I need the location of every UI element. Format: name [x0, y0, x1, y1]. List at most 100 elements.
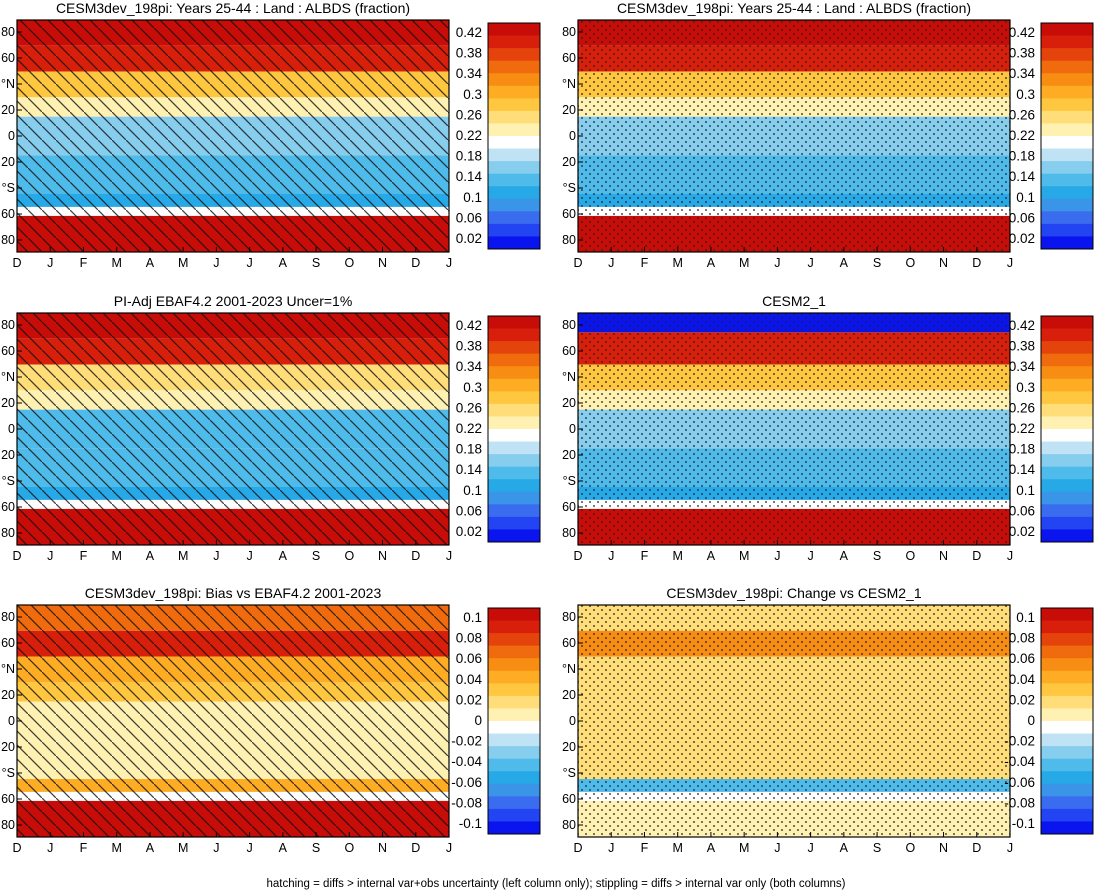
colorbar-swatch: [1041, 516, 1093, 530]
colorbar-tick-label: 0.38: [456, 46, 482, 61]
colorbar-tick-label: 0.38: [1009, 46, 1035, 61]
x-tick-label: A: [840, 549, 849, 563]
colorbar-swatch: [1041, 821, 1093, 835]
colorbar-tick-label: 0.3: [463, 380, 482, 395]
x-tick-label: M: [672, 256, 682, 270]
x-tick-label: J: [1007, 549, 1013, 563]
x-tick-label: A: [279, 549, 288, 563]
y-tick-label: 80: [562, 318, 576, 332]
colorbar-swatch: [1041, 796, 1093, 810]
colorbar-swatch: [1041, 211, 1093, 225]
colorbar-tick-label: 0.38: [1009, 339, 1035, 354]
colorbar-swatch: [488, 658, 540, 672]
colorbar-swatch: [1041, 403, 1093, 417]
colorbar-tick-label: 0.04: [456, 672, 483, 687]
colorbar-tick-label: 0.14: [1009, 169, 1036, 184]
colorbar-tick-label: 0.38: [456, 339, 482, 354]
x-tick-label: J: [213, 841, 219, 855]
y-tick-label: 20: [562, 688, 576, 702]
colorbar-tick-label: 0.1: [463, 483, 482, 498]
y-tick-label: 20: [562, 155, 576, 169]
y-tick-label: 80: [562, 818, 576, 832]
hatching-overlay: [17, 20, 449, 252]
colorbar-swatch: [488, 123, 540, 137]
x-tick-label: J: [446, 841, 452, 855]
colorbar: 0.42 0.38 0.34 0.3 0.26 0.22 0.18 0.14 0.1 0.06 0.…: [1009, 315, 1094, 543]
y-tick-label: 80: [562, 25, 576, 39]
y-tick-label: 60: [1, 51, 15, 65]
colorbar-swatch: [488, 758, 540, 772]
colorbar-swatch: [1041, 416, 1093, 430]
x-tick-label: M: [739, 549, 749, 563]
colorbar-swatch: [488, 708, 540, 722]
x-tick-label: J: [807, 841, 813, 855]
colorbar-tick-label: 0.42: [1009, 318, 1035, 333]
colorbar-swatch: [488, 98, 540, 112]
colorbar-swatch: [488, 186, 540, 200]
colorbar-swatch: [1041, 721, 1093, 735]
colorbar-tick-label: -0.02: [451, 734, 482, 749]
x-tick-label: F: [80, 256, 88, 270]
x-tick-label: J: [1007, 256, 1013, 270]
stippling-overlay: [578, 20, 1010, 252]
colorbar-swatch: [488, 23, 540, 37]
x-tick-label: O: [344, 256, 354, 270]
colorbar-tick-label: 0: [474, 713, 482, 728]
y-tick-label: 80: [1, 526, 15, 540]
colorbar: 0.1 0.08 0.06 0.04 0.02 0 -0.02 -0.04 -0.06 -0.08…: [451, 607, 541, 835]
colorbar-tick-label: 0.18: [1009, 149, 1035, 164]
colorbar-swatch: [1041, 98, 1093, 112]
colorbar-frame: [487, 315, 541, 543]
colorbar-tick-label: 0.18: [456, 442, 482, 457]
colorbar-swatch: [1041, 136, 1093, 150]
y-tick-label: 20: [562, 740, 576, 754]
x-tick-label: M: [739, 256, 749, 270]
x-tick-label: D: [411, 549, 420, 563]
colorbar-swatch: [488, 733, 540, 747]
colorbar-swatch: [1041, 429, 1093, 443]
colorbar-tick-label: 0.06: [1009, 210, 1035, 225]
colorbar-swatch: [1041, 746, 1093, 760]
colorbar-swatch: [488, 85, 540, 99]
colorbar-swatch: [1041, 316, 1093, 330]
colorbar-swatch: [488, 633, 540, 647]
colorbar-swatch: [488, 808, 540, 822]
colorbar-swatch: [1041, 608, 1093, 622]
x-tick-label: S: [873, 256, 881, 270]
colorbar-tick-label: 0.02: [456, 692, 482, 707]
colorbar-swatch: [488, 341, 540, 355]
colorbar-tick-label: -0.06: [1004, 775, 1035, 790]
y-tick-label: 0: [569, 422, 576, 436]
y-tick-label: °S: [563, 181, 576, 195]
y-tick-label: °S: [2, 181, 15, 195]
colorbar-tick-label: 0.1: [1016, 483, 1035, 498]
panel-bottom-left: CESM3dev_198pi: Bias vs EBAF4.2 2001-202…: [1, 585, 541, 855]
colorbar-swatch: [488, 783, 540, 797]
y-tick-label: 20: [1, 448, 15, 462]
colorbar-swatch: [1041, 173, 1093, 187]
colorbar-swatch: [1041, 491, 1093, 505]
colorbar-tick-label: 0.02: [1009, 524, 1035, 539]
colorbar-swatch: [1041, 123, 1093, 137]
colorbar-tick-label: 0.26: [456, 107, 482, 122]
x-tick-label: M: [178, 841, 188, 855]
colorbar-swatch: [488, 466, 540, 480]
y-tick-label: 80: [562, 233, 576, 247]
y-tick-label: 20: [1, 103, 15, 117]
panel-title: CESM3dev_198pi: Change vs CESM2_1: [666, 585, 921, 601]
colorbar-frame: [487, 22, 541, 250]
x-tick-label: A: [279, 841, 288, 855]
y-tick-label: 80: [562, 610, 576, 624]
colorbar-tick-label: 0.34: [456, 359, 483, 374]
y-tick-label: 60: [562, 792, 576, 806]
x-tick-label: O: [905, 841, 915, 855]
x-tick-label: M: [672, 549, 682, 563]
colorbar-tick-label: 0.1: [1016, 190, 1035, 205]
colorbar-tick-label: 0.14: [1009, 462, 1036, 477]
x-tick-label: F: [641, 256, 649, 270]
y-tick-label: 0: [8, 129, 15, 143]
colorbar-tick-label: 0.02: [456, 524, 482, 539]
colorbar-frame: [487, 607, 541, 835]
x-tick-label: F: [80, 841, 88, 855]
colorbar-frame: [1040, 22, 1094, 250]
